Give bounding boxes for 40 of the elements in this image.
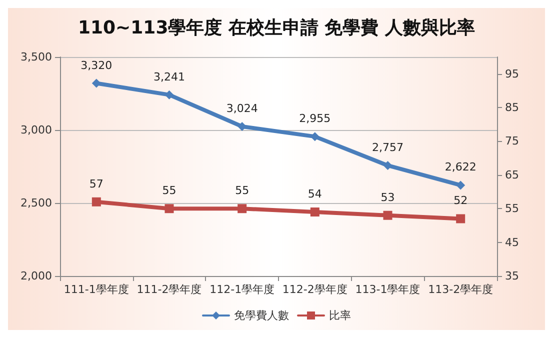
x-tick-label: 113-2學年度 <box>428 283 494 296</box>
x-tick-label: 112-1學年度 <box>210 283 275 296</box>
point <box>92 197 101 206</box>
chart-title: 110~113學年度 在校生申請 免學費 人數與比率 <box>78 18 476 38</box>
data-label: 57 <box>89 177 104 190</box>
y2-tick-label: 75 <box>505 134 519 148</box>
point <box>238 204 247 214</box>
data-label: 55 <box>235 184 250 198</box>
point <box>383 210 392 220</box>
x-tick-label: 112-2學年度 <box>282 283 348 296</box>
point <box>383 160 392 170</box>
data-label: 2,622 <box>444 160 476 174</box>
data-label: 2,757 <box>372 140 404 154</box>
point <box>164 204 174 214</box>
y2-tick-label: 55 <box>505 202 519 216</box>
data-label: 3,320 <box>80 58 112 72</box>
data-label: 54 <box>308 187 322 200</box>
y-tick-label: 3,500 <box>20 50 52 64</box>
point <box>456 180 466 190</box>
y-tick-label: 3,000 <box>20 124 52 136</box>
y2-tick-label: 95 <box>505 67 519 80</box>
y2-tick-label: 45 <box>505 236 519 249</box>
x-tick-label: 111-2學年度 <box>136 283 202 296</box>
data-label: 55 <box>162 184 176 198</box>
legend-label: 比率 <box>329 309 351 322</box>
y2-tick-label: 35 <box>505 270 519 282</box>
data-label: 3,241 <box>154 70 185 84</box>
legend-label: 免學費人數 <box>234 309 289 322</box>
data-label: 3,024 <box>226 102 258 115</box>
data-label: 53 <box>380 190 395 204</box>
y2-tick-label: 65 <box>505 168 519 182</box>
point <box>310 207 320 216</box>
point <box>456 214 466 224</box>
x-tick-label: 113-1學年度 <box>355 283 420 296</box>
data-label: 52 <box>454 194 468 208</box>
data-label: 2,955 <box>299 112 331 126</box>
x-tick-label: 111-1學年度 <box>64 283 129 296</box>
y-tick-label: 2,000 <box>20 270 52 282</box>
y-tick-label: 2,500 <box>20 196 52 210</box>
y2-tick-label: 85 <box>505 101 519 114</box>
